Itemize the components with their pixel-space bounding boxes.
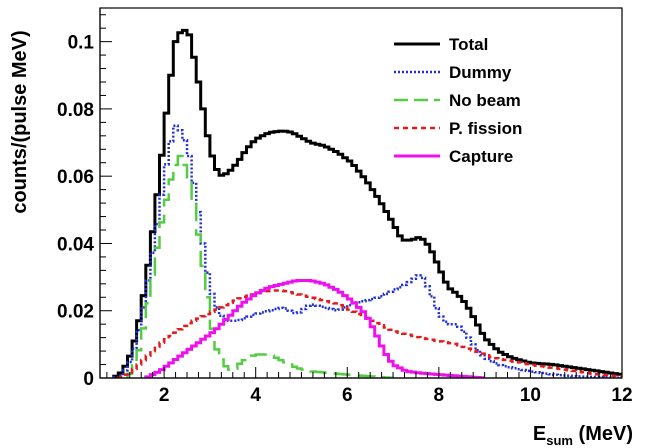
x-tick-label: 12 [611,385,632,406]
y-tick-label: 0.06 [57,167,94,188]
series-line-capture [144,279,485,378]
x-tick-label: 6 [342,385,353,406]
x-tick-label: 10 [520,385,541,406]
x-tick-label: 4 [250,385,261,406]
x-tick-label: 2 [159,385,170,406]
series-line-dummy [112,124,622,378]
y-tick-label: 0.02 [57,302,94,323]
y-axis-title: counts/(pulse MeV) [9,30,31,213]
y-tick-label: 0.08 [57,100,94,121]
x-axis-title: Esum (MeV) [533,423,633,448]
axes-layer: 2 4 6 8 10 12 0 0.02 0.04 0.06 0.08 0.1 [57,8,633,406]
plot-frame [99,7,623,379]
x-tick-label: 8 [434,385,445,406]
y-tick-label: 0.1 [68,33,95,54]
series-line-total [112,28,622,378]
plot-area [99,7,623,379]
y-tick-label: 0 [83,369,94,390]
legend-label-capture: Capture [449,147,513,166]
legend-label-p-fission: P. fission [449,119,522,138]
legend: Total Dummy No beam P. fission Capture [394,35,522,166]
y-tick-label: 0.04 [57,234,94,255]
legend-label-dummy: Dummy [449,63,512,82]
legend-label-no-beam: No beam [449,91,521,110]
legend-label-total: Total [449,35,488,54]
